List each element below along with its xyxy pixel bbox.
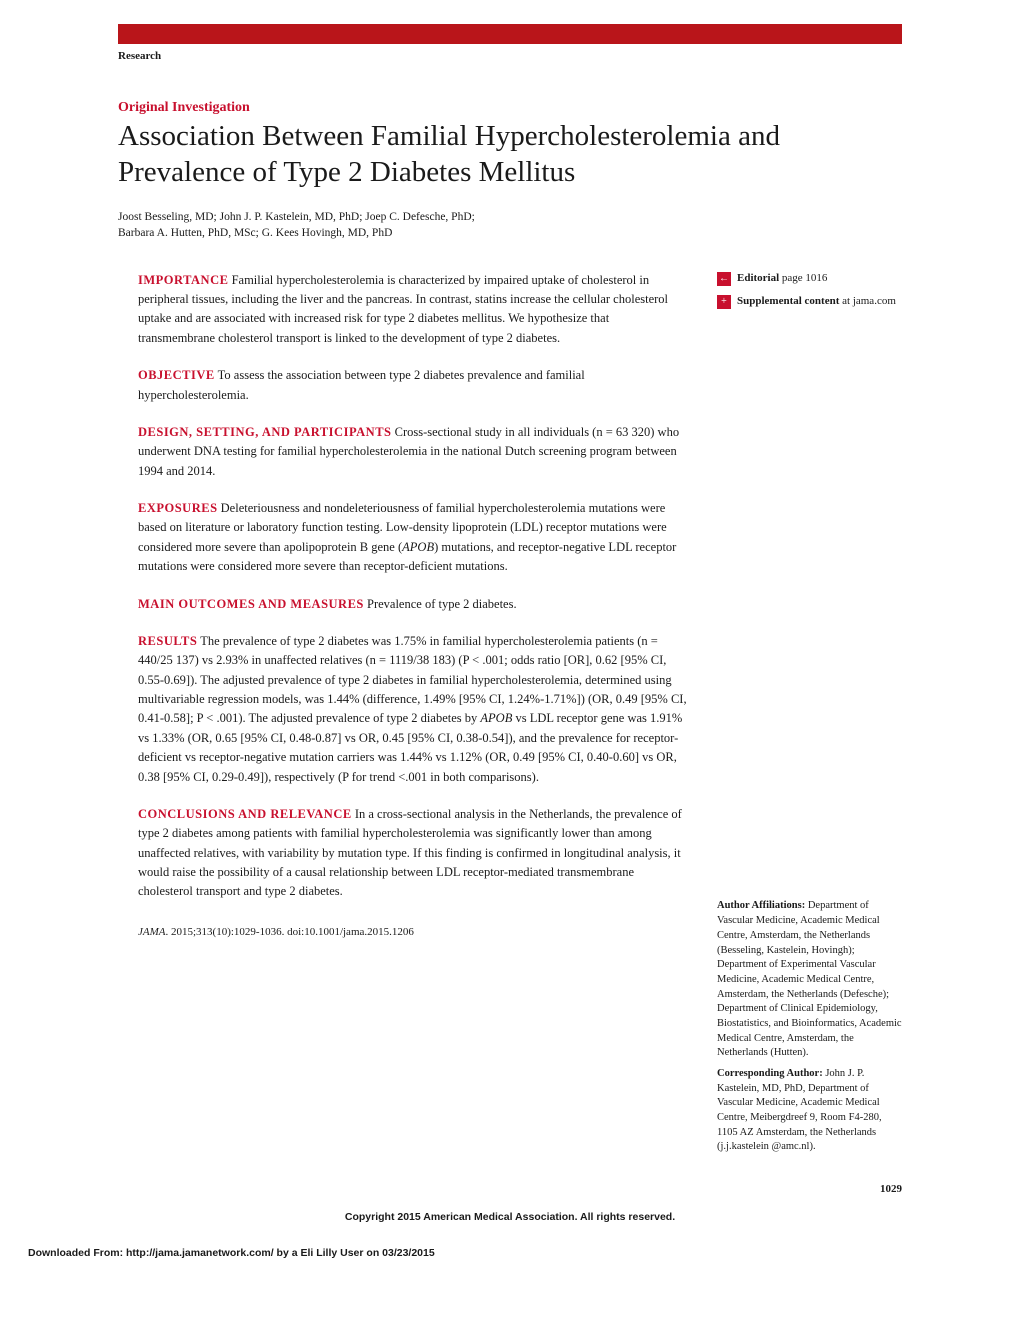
supplemental-strong: Supplemental content — [737, 295, 839, 307]
abstract-exposures: EXPOSURES Deleteriousness and nondeleter… — [138, 499, 689, 577]
citation-journal: JAMA — [138, 926, 165, 938]
results-gene: APOB — [480, 711, 512, 725]
plus-icon: + — [717, 295, 731, 309]
supplemental-link[interactable]: + Supplemental content at jama.com — [717, 294, 902, 309]
arrow-left-icon: ← — [717, 272, 731, 286]
conclusions-label: CONCLUSIONS AND RELEVANCE — [138, 807, 352, 821]
affiliations-block: Author Affiliations: Department of Vascu… — [717, 899, 902, 1155]
page-number: 1029 — [118, 1183, 902, 1195]
main-row: IMPORTANCE Familial hypercholesterolemia… — [118, 271, 902, 1155]
exposures-label: EXPOSURES — [138, 501, 218, 515]
supplemental-text: Supplemental content at jama.com — [737, 294, 896, 309]
abstract-results: RESULTS The prevalence of type 2 diabete… — [138, 632, 689, 787]
editorial-link[interactable]: ← Editorial page 1016 — [717, 271, 902, 286]
sidebar-column: ← Editorial page 1016 + Supplemental con… — [717, 271, 902, 1155]
corresponding: Corresponding Author: John J. P. Kastele… — [717, 1067, 902, 1155]
supplemental-rest: at jama.com — [839, 295, 896, 307]
corresponding-label: Corresponding Author: — [717, 1068, 825, 1079]
importance-label: IMPORTANCE — [138, 273, 228, 287]
section-label: Research — [118, 50, 902, 62]
design-label: DESIGN, SETTING, AND PARTICIPANTS — [138, 425, 392, 439]
article-type: Original Investigation — [118, 100, 902, 116]
header-bar — [118, 24, 902, 44]
abstract-column: IMPORTANCE Familial hypercholesterolemia… — [118, 271, 689, 1155]
citation: JAMA. 2015;313(10):1029-1036. doi:10.100… — [138, 926, 689, 938]
affiliations-text: Department of Vascular Medicine, Academi… — [717, 900, 902, 1058]
exposures-gene: APOB — [402, 540, 434, 554]
editorial-rest: page 1016 — [779, 272, 827, 284]
article-title: Association Between Familial Hypercholes… — [118, 118, 902, 191]
affiliations: Author Affiliations: Department of Vascu… — [717, 899, 902, 1061]
download-note: Downloaded From: http://jama.jamanetwork… — [0, 1243, 1020, 1263]
copyright: Copyright 2015 American Medical Associat… — [118, 1211, 902, 1223]
outcomes-text: Prevalence of type 2 diabetes. — [367, 597, 517, 611]
outcomes-label: MAIN OUTCOMES AND MEASURES — [138, 597, 364, 611]
authors: Joost Besseling, MD; John J. P. Kastelei… — [118, 209, 902, 241]
page: Research Original Investigation Associat… — [0, 0, 1020, 1243]
abstract-conclusions: CONCLUSIONS AND RELEVANCE In a cross-sec… — [138, 805, 689, 902]
abstract-importance: IMPORTANCE Familial hypercholesterolemia… — [138, 271, 689, 349]
editorial-strong: Editorial — [737, 272, 779, 284]
corresponding-text: John J. P. Kastelein, MD, PhD, Departmen… — [717, 1068, 882, 1152]
editorial-text: Editorial page 1016 — [737, 271, 827, 286]
objective-label: OBJECTIVE — [138, 368, 215, 382]
affiliations-label: Author Affiliations: — [717, 900, 808, 911]
results-label: RESULTS — [138, 634, 197, 648]
citation-text: . 2015;313(10):1029-1036. doi:10.1001/ja… — [165, 926, 413, 938]
abstract-objective: OBJECTIVE To assess the association betw… — [138, 366, 689, 405]
abstract-design: DESIGN, SETTING, AND PARTICIPANTS Cross-… — [138, 423, 689, 481]
abstract-outcomes: MAIN OUTCOMES AND MEASURES Prevalence of… — [138, 595, 689, 614]
